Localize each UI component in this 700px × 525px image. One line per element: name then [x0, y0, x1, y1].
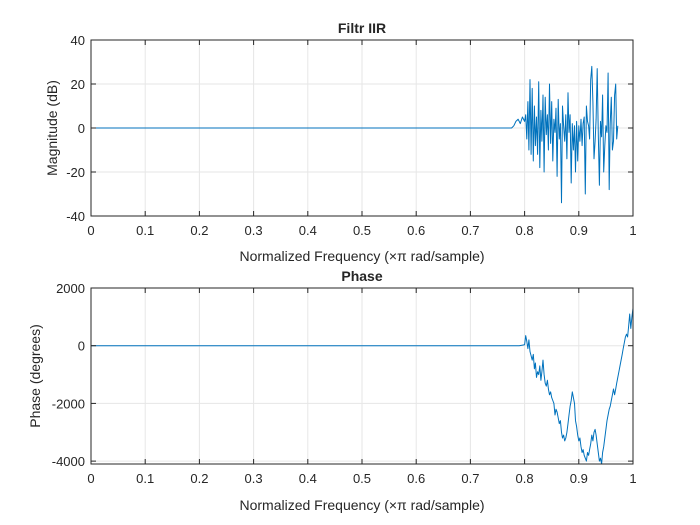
magnitude-x-ticks: 0 0.1 0.2 0.3 0.4 0.5 0.6 0.7 0.8 0.9 1 — [87, 40, 637, 238]
phase-x-tick-label: 0.9 — [570, 471, 588, 486]
magnitude-y-tick-label: 0 — [78, 121, 85, 136]
magnitude-y-tick-label: 20 — [71, 77, 85, 92]
phase-x-ticks: 0 0.1 0.2 0.3 0.4 0.5 0.6 0.7 0.8 0.9 1 — [87, 288, 637, 486]
phase-x-tick-label: 0 — [87, 471, 94, 486]
magnitude-x-tick-label: 0.2 — [190, 223, 208, 238]
phase-y-tick-label: -4000 — [52, 454, 85, 469]
magnitude-x-tick-label: 0.3 — [245, 223, 263, 238]
magnitude-x-tick-label: 0.1 — [136, 223, 154, 238]
phase-y-tick-label: 2000 — [56, 281, 85, 296]
phase-series-line — [91, 308, 634, 465]
magnitude-x-tick-label: 0.5 — [353, 223, 371, 238]
phase-y-ticks: -4000 -2000 0 2000 — [52, 281, 633, 469]
phase-x-tick-label: 0.6 — [407, 471, 425, 486]
phase-y-tick-label: -2000 — [52, 396, 85, 411]
phase-x-tick-label: 0.4 — [299, 471, 317, 486]
magnitude-series-line — [91, 65, 619, 204]
phase-x-tick-label: 0.8 — [516, 471, 534, 486]
magnitude-x-tick-label: 1 — [629, 223, 636, 238]
magnitude-y-tick-label: -40 — [66, 209, 85, 224]
magnitude-x-tick-label: 0.8 — [516, 223, 534, 238]
magnitude-x-label: Normalized Frequency (×π rad/sample) — [239, 248, 484, 264]
magnitude-x-tick-label: 0.4 — [299, 223, 317, 238]
magnitude-x-tick-label: 0.7 — [461, 223, 479, 238]
magnitude-x-tick-label: 0 — [87, 223, 94, 238]
magnitude-y-ticks: -40 -20 0 20 40 — [66, 33, 633, 224]
magnitude-x-tick-label: 0.6 — [407, 223, 425, 238]
magnitude-y-tick-label: 40 — [71, 33, 85, 48]
magnitude-panel: 0 0.1 0.2 0.3 0.4 0.5 0.6 0.7 0.8 0.9 1 -40 -20 0 20 4… — [44, 20, 637, 264]
phase-x-label: Normalized Frequency (×π rad/sample) — [239, 497, 484, 513]
phase-x-tick-label: 0.3 — [245, 471, 263, 486]
phase-x-tick-label: 0.2 — [190, 471, 208, 486]
magnitude-y-tick-label: -20 — [66, 165, 85, 180]
phase-title: Phase — [341, 268, 382, 284]
phase-y-label: Phase (degrees) — [27, 324, 43, 428]
phase-x-tick-label: 1 — [629, 471, 636, 486]
magnitude-y-label: Magnitude (dB) — [44, 80, 60, 176]
phase-x-tick-label: 0.7 — [461, 471, 479, 486]
magnitude-series — [91, 65, 619, 204]
magnitude-title: Filtr IIR — [338, 20, 386, 36]
phase-panel: 0 0.1 0.2 0.3 0.4 0.5 0.6 0.7 0.8 0.9 1 -4000 -2000… — [27, 268, 637, 513]
phase-y-tick-label: 0 — [78, 339, 85, 354]
phase-x-tick-label: 0.5 — [353, 471, 371, 486]
magnitude-x-tick-label: 0.9 — [570, 223, 588, 238]
phase-x-tick-label: 0.1 — [136, 471, 154, 486]
phase-series — [91, 308, 634, 465]
